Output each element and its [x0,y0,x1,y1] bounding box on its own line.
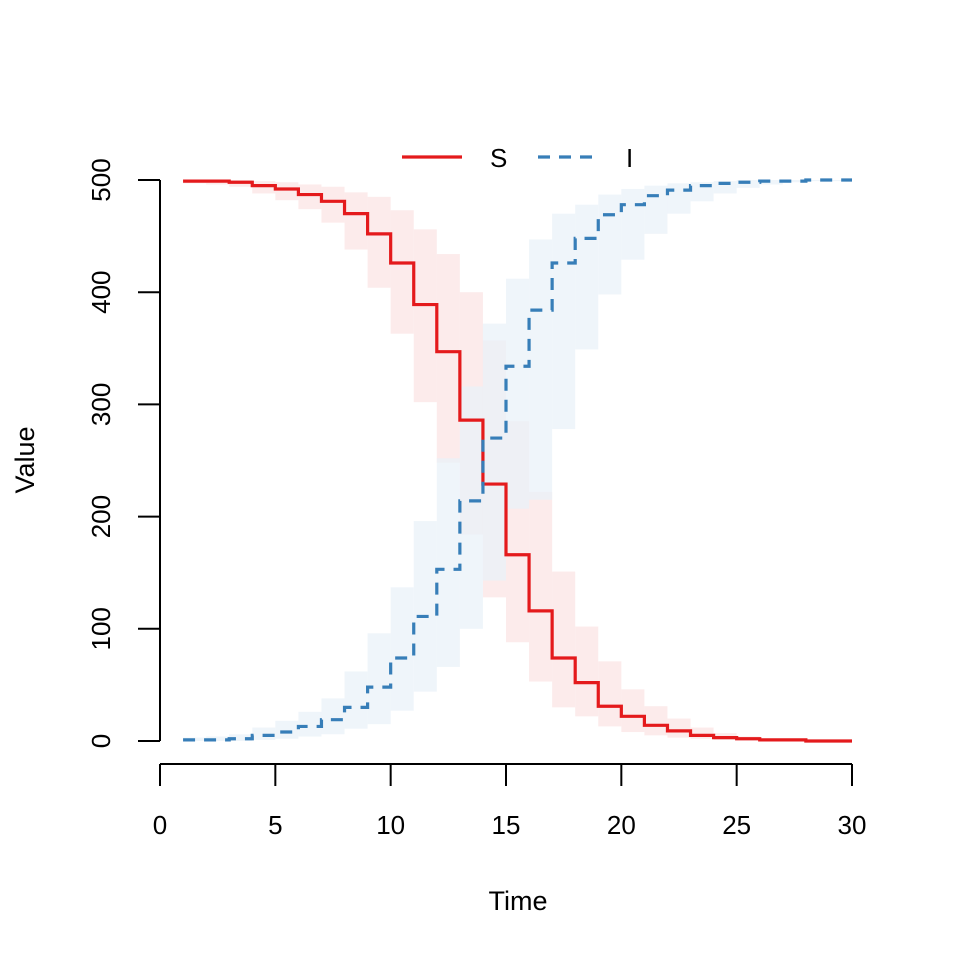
band-i-17 [575,204,599,350]
band-i-1 [206,736,230,741]
band-i-18 [598,194,622,295]
x-tick-label-25: 25 [722,810,751,840]
band-i-2 [229,734,253,741]
band-s-19 [621,689,645,733]
band-i-26 [782,180,806,183]
confidence-bands [183,180,852,741]
band-i-21 [667,183,691,214]
series-line-s [183,179,852,743]
band-i-7 [344,671,368,729]
band-s-15 [529,491,553,682]
y-tick-label-300: 300 [86,383,116,426]
band-i-20 [644,185,668,234]
band-s-9 [390,210,414,334]
x-tick-label-5: 5 [268,810,282,840]
series-lines [183,178,852,743]
series-line-i [183,178,852,742]
band-i-25 [759,180,783,185]
y-tick-label-200: 200 [86,495,116,538]
x-tick-label-0: 0 [153,810,167,840]
band-s-21 [667,718,691,738]
band-i-16 [552,213,576,430]
x-tick-label-15: 15 [492,810,521,840]
x-tick-label-10: 10 [376,810,405,840]
band-i-13 [482,323,506,581]
band-i-24 [736,180,760,188]
band-i-5 [298,711,322,737]
y-tick-label-500: 500 [86,158,116,201]
band-s-11 [436,254,460,463]
x-axis-title: Time [489,886,548,916]
band-s-5 [298,184,322,210]
band-s-17 [575,626,599,717]
x-tick-label-20: 20 [607,810,636,840]
band-s-16 [552,571,576,708]
band-s-8 [367,196,391,288]
y-axis: 0 100 200 300 400 500 [86,158,161,748]
band-s-20 [644,706,668,736]
band-s-3 [252,181,276,194]
x-axis: 0 5 10 15 20 25 30 [153,763,867,840]
band-i-27 [805,180,829,182]
legend-label-s: S [490,143,507,173]
legend: S I [402,143,633,173]
y-tick-label-100: 100 [86,607,116,650]
band-i-9 [390,587,414,711]
band-i-8 [367,633,391,725]
band-s-4 [275,182,299,201]
band-s-6 [321,186,345,223]
band-i-6 [321,698,345,735]
band-s-18 [598,661,622,727]
band-s-7 [344,192,368,250]
x-tick-label-30: 30 [838,810,867,840]
band-i-10 [413,521,437,692]
band-i-19 [621,188,645,260]
band-s-10 [413,229,437,403]
band-i-11 [436,458,460,667]
y-tick-label-400: 400 [86,271,116,314]
band-i-28 [828,180,852,182]
y-axis-title: Value [10,426,40,493]
band-i-15 [529,239,553,500]
band-i-3 [252,727,276,740]
y-tick-label-0: 0 [86,734,116,748]
legend-label-i: I [626,143,633,173]
band-i-14 [506,278,530,509]
band-i-4 [275,720,299,739]
band-i-12 [459,386,483,629]
band-s-22 [690,727,714,739]
